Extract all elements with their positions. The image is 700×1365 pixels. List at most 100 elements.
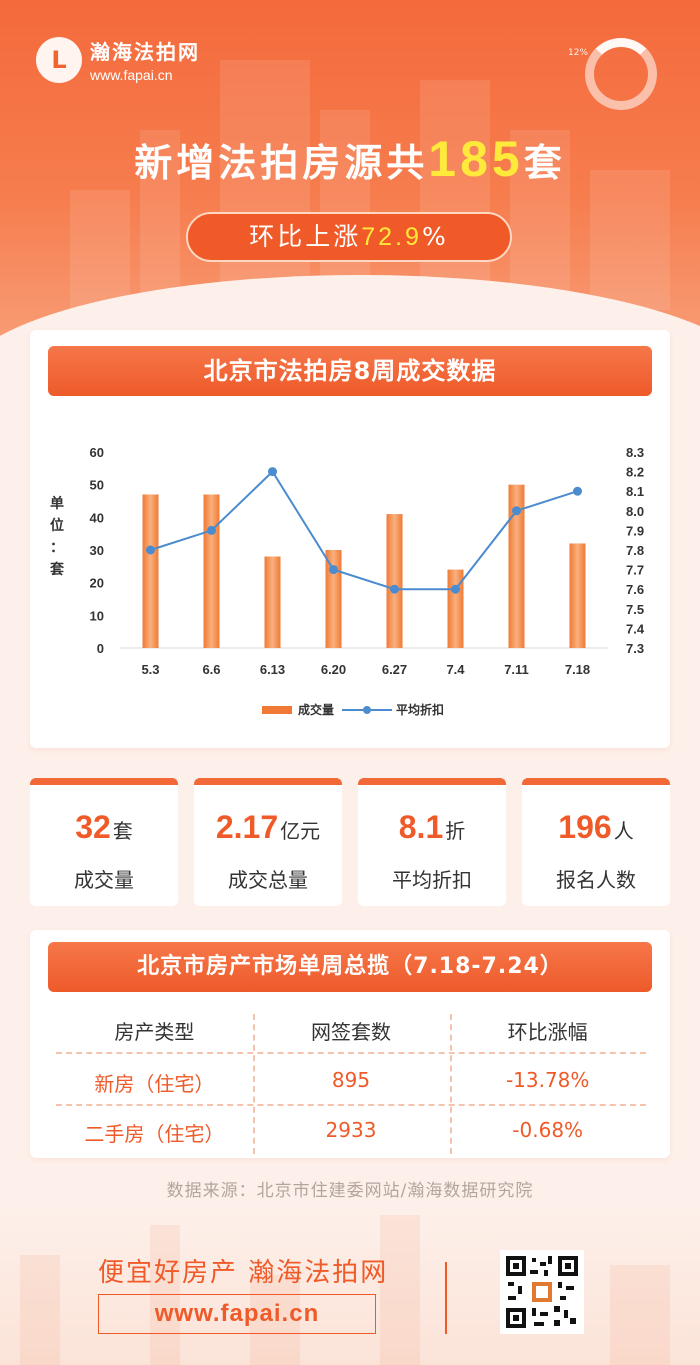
line-point-6.13 (268, 467, 277, 477)
brand-logo-icon: L (36, 36, 82, 83)
y2-axis-tick-label: 7.7 (626, 563, 644, 578)
stat-label: 报名人数 (556, 868, 636, 892)
stat-label: 平均折扣 (392, 868, 472, 892)
gauge-label: 12% (568, 48, 589, 58)
stat-card-discount: 8.1 折 平均折扣 (358, 778, 506, 906)
line-point-7.11 (512, 506, 521, 516)
table-cell: -13.78% (505, 1068, 590, 1092)
y2-axis-tick-label: 7.6 (626, 582, 644, 597)
brand-logo[interactable]: L 瀚海法拍网 www.fapai.cn (36, 36, 200, 83)
x-axis-tick-label: 7.4 (446, 662, 465, 677)
growth-pill-prefix: 环比上涨 (249, 222, 362, 251)
bar-6.20 (325, 550, 342, 648)
legend-label-bar: 成交量 (298, 702, 334, 717)
stat-card-volume: 32 套 成交量 (30, 778, 178, 906)
table-cell: 新房（住宅） (94, 1072, 215, 1096)
stat-card-signups: 196 人 报名人数 (522, 778, 670, 906)
stat-unit: 人 (613, 819, 634, 843)
stat-value: 196 (558, 809, 612, 845)
x-axis-tick-label: 7.18 (565, 662, 590, 677)
table-header-row: 房产类型 网签套数 环比涨幅 (56, 1016, 646, 1045)
growth-pill-suffix: % (421, 222, 449, 251)
line-point-7.18 (573, 486, 582, 496)
y-axis-tick-label: 10 (90, 608, 104, 623)
line-series-discount (150, 470, 578, 591)
y2-axis-tick-label: 7.9 (626, 523, 644, 538)
table-divider (56, 1052, 646, 1054)
table-divider (56, 1104, 646, 1106)
y-axis-label-char: ： (50, 540, 64, 556)
y-axis-tick-label: 40 (90, 510, 104, 525)
growth-pill: 环比上涨72.9% (186, 212, 512, 262)
table-row: 二手房（住宅） 2933 -0.68% (56, 1118, 646, 1147)
table-cell: 二手房（住宅） (84, 1122, 225, 1146)
stat-value: 2.17 (215, 809, 279, 845)
bar-7.18 (569, 543, 586, 648)
legend-swatch-line-marker (363, 706, 371, 714)
header-banner (0, 0, 700, 360)
data-source: 数据来源：北京市住建委网站/瀚海数据研究院 (166, 1181, 534, 1201)
y-axis-tick-label: 20 (90, 576, 104, 591)
line-point-6.27 (390, 584, 399, 594)
y-axis-tick-label: 50 (90, 478, 104, 493)
stat-value: 8.1 (398, 809, 444, 845)
legend-swatch-bar (262, 706, 292, 714)
line-point-5.3 (146, 545, 155, 555)
bar-5.3 (142, 494, 159, 648)
gauge-ring-icon (585, 38, 657, 110)
table-header-cell: 环比涨幅 (507, 1020, 588, 1044)
bar-6.27 (386, 514, 403, 648)
y-axis-label-char: 套 (50, 561, 64, 578)
footer-url-link[interactable]: www.fapai.cn (98, 1294, 376, 1334)
headline: 新增法拍房源共185套 (0, 130, 700, 188)
stat-label: 成交总量 (228, 868, 308, 892)
headline-prefix: 新增法拍房源共 (134, 141, 429, 185)
stat-label: 成交量 (74, 868, 134, 892)
x-axis-tick-label: 5.3 (141, 662, 159, 677)
chart-title: 北京市法拍房8周成交数据 (48, 346, 652, 396)
table-title: 北京市房产市场单周总揽（7.18-7.24） (48, 942, 652, 992)
table-column-divider (450, 1014, 452, 1154)
y2-axis-tick-label: 8.1 (626, 484, 644, 499)
table-cell: 895 (331, 1068, 371, 1092)
footer-slogan: 便宜好房产 瀚海法拍网 (98, 1258, 389, 1288)
y-axis-tick-label: 30 (90, 543, 104, 558)
table-row: 新房（住宅） 895 -13.78% (56, 1068, 646, 1097)
x-axis-tick-label: 6.6 (202, 662, 220, 677)
stat-value: 32 (75, 809, 111, 845)
bar-7.11 (508, 484, 525, 648)
x-axis-tick-label: 6.27 (382, 662, 407, 677)
line-point-6.20 (329, 565, 338, 575)
footer-divider (445, 1262, 447, 1334)
headline-number: 185 (428, 131, 524, 187)
y2-axis-tick-label: 8.0 (626, 504, 644, 519)
y2-axis-tick-label: 8.2 (626, 465, 644, 480)
y-axis-tick-label: 60 (90, 445, 104, 460)
stat-unit: 亿元 (280, 819, 321, 843)
legend-label-line: 平均折扣 (396, 702, 444, 717)
line-point-6.6 (207, 525, 216, 535)
headline-suffix: 套 (523, 141, 566, 185)
market-table-card: 北京市房产市场单周总揽（7.18-7.24） 房产类型 网签套数 环比涨幅 新房… (30, 930, 670, 1158)
y-axis-tick-label: 0 (97, 641, 104, 656)
table-cell: 2933 (325, 1118, 377, 1142)
line-point-7.4 (451, 584, 460, 594)
growth-pill-value: 72.9 (361, 223, 422, 251)
x-axis-tick-label: 7.11 (504, 662, 529, 677)
bar-6.6 (203, 494, 220, 648)
table-column-divider (253, 1014, 255, 1154)
y2-axis-tick-label: 7.3 (626, 641, 644, 656)
y2-axis-tick-label: 7.4 (626, 621, 645, 636)
x-axis-tick-label: 6.20 (321, 662, 346, 677)
brand-name: 瀚海法拍网 (90, 40, 200, 64)
y2-axis-tick-label: 8.3 (626, 445, 644, 460)
chart-card: 0 10 20 30 40 50 60 7.3 7.4 7.5 7.6 7.7 7.8 7.9 8.0 8.1… (30, 330, 670, 748)
footer (0, 1205, 700, 1365)
qr-code-icon[interactable] (500, 1250, 584, 1334)
table-cell: -0.68% (512, 1118, 584, 1142)
table-header-cell: 房产类型 (114, 1020, 195, 1044)
brand-url: www.fapai.cn (90, 67, 173, 83)
stat-unit: 套 (112, 819, 133, 843)
stat-unit: 折 (445, 819, 466, 843)
y-axis-label-char: 位 (50, 517, 64, 534)
